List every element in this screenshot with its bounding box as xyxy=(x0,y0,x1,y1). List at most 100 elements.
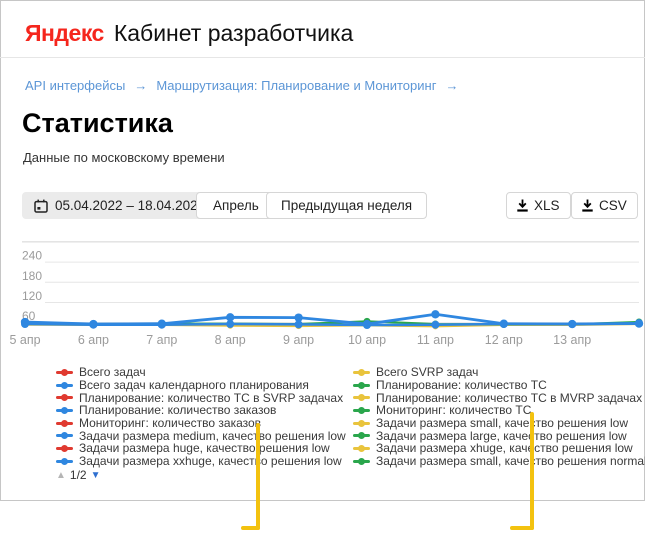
legend-page-down-icon[interactable]: ▼ xyxy=(90,469,101,481)
line-chart: 60 120 180 240 5 апр 6 апр 7 апр 8 апр 9 апр 10 а… xyxy=(0,238,645,353)
prev-week-button[interactable]: Предыдущая неделя xyxy=(266,192,428,219)
legend-item-label: Мониторинг: количество заказов xyxy=(79,416,262,431)
legend-marker-icon xyxy=(56,381,73,389)
download-csv-button[interactable]: CSV xyxy=(571,192,638,219)
legend-item-label: Задачи размера xxhuge, качество решения … xyxy=(79,454,342,469)
legend-pagination: ▲ 1/2 ▼ xyxy=(56,468,101,482)
page-panel xyxy=(0,0,645,501)
legend-marker-icon xyxy=(353,381,370,389)
legend-item[interactable]: Планирование: количество ТС xyxy=(353,378,645,393)
series-marker xyxy=(89,319,98,329)
legend-item-label: Всего задач календарного планирования xyxy=(79,378,309,393)
legend-marker-icon xyxy=(353,457,370,465)
legend-marker-icon xyxy=(56,432,73,440)
legend-item-label: Задачи размера xhuge, качество решения l… xyxy=(376,441,633,456)
legend-marker-icon xyxy=(353,444,370,452)
header: Яндекс Кабинет разработчика xyxy=(25,20,353,47)
breadcrumb: API интерфейсы → Маршрутизация: Планиров… xyxy=(25,78,458,93)
page-subtitle: Данные по московскому времени xyxy=(23,150,225,165)
series-line xyxy=(24,312,640,326)
header-divider xyxy=(0,57,645,58)
breadcrumb-link-routing[interactable]: Маршрутизация: Планирование и Мониторинг xyxy=(156,78,437,93)
xls-label: XLS xyxy=(534,198,560,213)
legend-marker-icon xyxy=(353,432,370,440)
series-Всего задач календарного планирования xyxy=(20,310,644,329)
x-tick-label: 7 апр xyxy=(146,333,177,347)
legend-item[interactable]: Задачи размера xhuge, качество решения l… xyxy=(353,441,645,456)
legend-marker-icon xyxy=(56,368,73,376)
legend-item-label: Мониторинг: количество ТС xyxy=(376,403,532,418)
legend-marker-icon xyxy=(56,419,73,427)
legend-item[interactable]: Задачи размера small, качество решения n… xyxy=(353,454,645,469)
legend-column-left: Всего задач Всего задач календарного план… xyxy=(56,365,346,469)
legend-marker-icon xyxy=(56,444,73,452)
y-tick-label: 180 xyxy=(22,269,42,283)
legend-item[interactable]: Задачи размера huge, качество решения lo… xyxy=(56,441,346,456)
breadcrumb-arrow-icon: → xyxy=(445,78,459,93)
x-tick-label: 13 апр xyxy=(553,333,591,347)
series-marker xyxy=(294,313,303,322)
legend-item[interactable]: Всего задач xyxy=(56,365,346,380)
x-tick-label: 8 апр xyxy=(215,333,246,347)
yandex-logo[interactable]: Яндекс xyxy=(25,20,104,46)
page-title: Статистика xyxy=(22,108,173,138)
callout-line-right-vertical xyxy=(530,412,534,530)
series-marker xyxy=(499,319,508,328)
legend-item-label: Планирование: количество ТС в SVRP задач… xyxy=(79,390,344,405)
legend-item[interactable]: Планирование: количество ТС в SVRP задач… xyxy=(56,390,346,405)
legend-marker-icon xyxy=(353,419,370,427)
download-icon xyxy=(582,199,593,212)
x-tick-label: 10 апр xyxy=(348,333,386,347)
legend-item-label: Планирование: количество заказов xyxy=(79,403,277,418)
app-title: Кабинет разработчика xyxy=(113,20,354,46)
legend-item[interactable]: Всего задач календарного планирования xyxy=(56,378,346,393)
download-icon xyxy=(517,199,528,212)
legend-item-label: Всего SVRP задач xyxy=(376,365,479,380)
callout-line-left-foot xyxy=(241,526,260,530)
legend-marker-icon xyxy=(56,394,73,402)
series-marker xyxy=(294,320,303,329)
legend-item-label: Задачи размера huge, качество решения lo… xyxy=(79,441,330,456)
legend-item[interactable]: Мониторинг: количество заказов xyxy=(56,416,346,431)
month-button[interactable]: Апрель xyxy=(196,192,276,219)
series-marker xyxy=(157,319,166,328)
legend-marker-icon xyxy=(353,406,370,414)
legend-item[interactable]: Задачи размера medium, качество решения … xyxy=(56,428,346,443)
calendar-icon xyxy=(34,199,48,213)
series-marker xyxy=(362,319,372,329)
callout-line-left-vertical xyxy=(256,423,260,530)
legend-item[interactable]: Планирование: количество заказов xyxy=(56,403,346,418)
legend-marker-icon xyxy=(353,394,370,402)
x-tick-label: 5 апр xyxy=(9,333,40,347)
series-marker xyxy=(431,310,440,319)
legend-marker-icon xyxy=(56,457,73,465)
legend-item-label: Задачи размера small, качество решения l… xyxy=(376,416,629,431)
legend-item[interactable]: Планирование: количество ТС в MVRP задач… xyxy=(353,390,645,405)
legend-item[interactable]: Мониторинг: количество ТС xyxy=(353,403,645,418)
callout-line-right-foot xyxy=(510,526,534,530)
legend-item-label: Задачи размера medium, качество решения … xyxy=(79,428,346,443)
download-xls-button[interactable]: XLS xyxy=(506,192,571,219)
legend-page-up-icon[interactable]: ▲ xyxy=(56,469,66,481)
legend-column-right: Всего SVRP задач Планирование: количество… xyxy=(353,365,645,469)
legend-item-label: Планирование: количество ТС в MVRP задач… xyxy=(376,390,643,405)
legend-item-label: Задачи размера small, качество решения n… xyxy=(376,454,645,469)
series-marker xyxy=(634,319,644,328)
legend-item[interactable]: Задачи размера xxhuge, качество решения … xyxy=(56,454,346,469)
series-marker xyxy=(431,320,440,329)
legend-marker-icon xyxy=(353,368,370,376)
breadcrumb-link-api[interactable]: API интерфейсы xyxy=(25,78,126,93)
legend-item[interactable]: Задачи размера large, качество решения l… xyxy=(353,429,645,443)
breadcrumb-arrow-icon: → xyxy=(134,78,148,93)
legend-item[interactable]: Задачи размера small, качество решения l… xyxy=(353,416,645,431)
series-marker xyxy=(568,319,577,329)
legend-item[interactable]: Всего SVRP задач xyxy=(353,365,645,380)
series-marker xyxy=(226,320,235,329)
legend-item-label: Планирование: количество ТС xyxy=(376,378,547,393)
series-marker xyxy=(226,313,235,322)
date-range-picker[interactable]: 05.04.2022 – 18.04.2022 xyxy=(22,192,218,219)
legend-item-label: Всего задач xyxy=(79,365,146,380)
series-marker xyxy=(20,317,30,327)
x-tick-label: 6 апр xyxy=(78,333,109,347)
